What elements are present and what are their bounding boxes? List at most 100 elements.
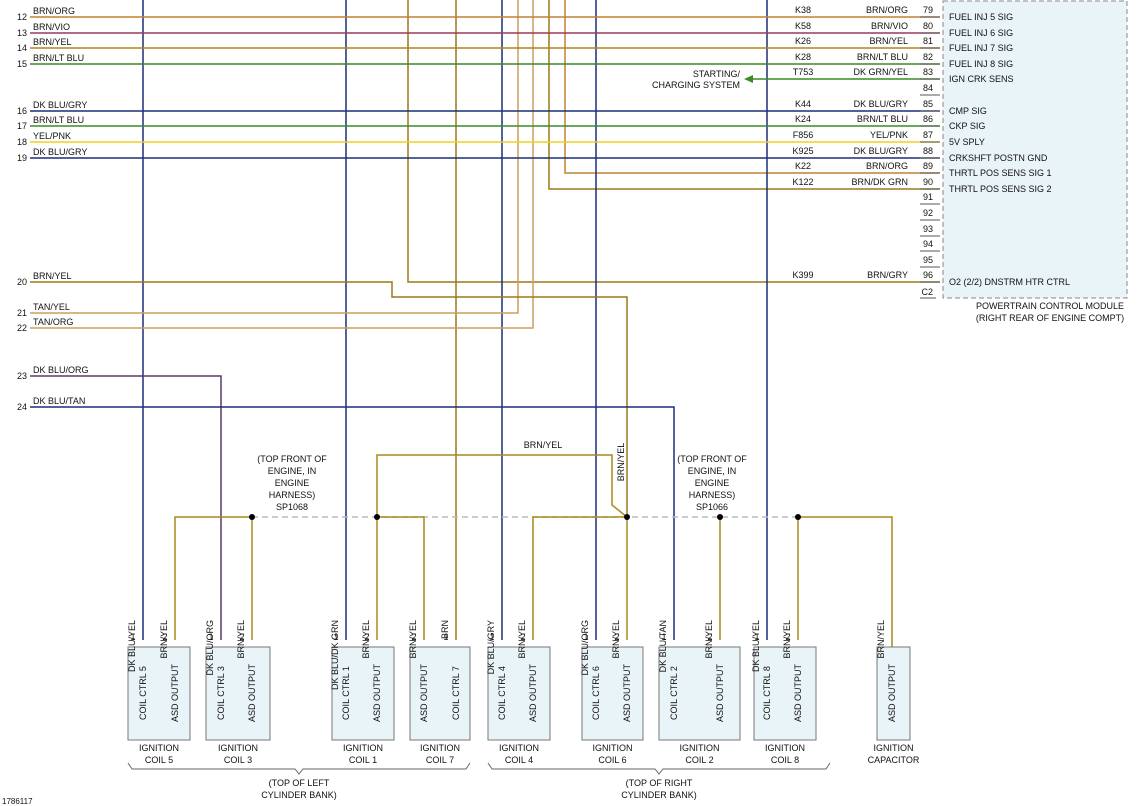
component-pin-label: COIL CTRL 2	[669, 666, 679, 720]
pin-number: 1	[583, 632, 588, 642]
component-pin-label: COIL CTRL 1	[341, 666, 351, 720]
splice-label: (TOP FRONT OF	[677, 454, 747, 464]
row-number: 24	[17, 402, 27, 412]
wire-label: BRN/YEL	[782, 620, 792, 659]
pin-function: FUEL INJ 8 SIG	[949, 59, 1013, 69]
component-box	[487, 646, 551, 741]
wire-label: DK BLU/TAN	[658, 620, 668, 672]
wire-label: BRN/VIO	[33, 22, 70, 32]
pin-number: 1	[754, 632, 759, 642]
pin-number: 91	[923, 192, 933, 202]
component-name: IGNITION	[680, 743, 720, 753]
splice-label: SP1066	[696, 502, 728, 512]
wire	[532, 516, 627, 640]
pin-function: THRTL POS SENS SIG 2	[949, 184, 1052, 194]
wire	[30, 0, 519, 314]
component-box	[753, 646, 817, 741]
component-name: COIL 8	[771, 755, 799, 765]
circuit: K399	[792, 270, 813, 280]
component-pin-label: ASD OUTPUT	[372, 664, 382, 723]
row-number: 21	[17, 308, 27, 318]
pin-number: 1	[333, 632, 338, 642]
wire	[376, 454, 628, 518]
component-name: COIL 6	[598, 755, 626, 765]
wire-label: BRN/LT BLU	[33, 115, 84, 125]
wire-label: DK BLU/GRY	[33, 100, 87, 110]
wire-label: BRN/YEL	[159, 620, 169, 659]
wire-color: BRN/ORG	[866, 161, 908, 171]
splice-dot	[717, 514, 723, 520]
pin-number: 2	[785, 632, 790, 642]
wire-color: BRN/VIO	[871, 21, 908, 31]
circuit: K44	[795, 99, 811, 109]
component-box	[409, 646, 471, 741]
circuit: K28	[795, 52, 811, 62]
row-number: 22	[17, 323, 27, 333]
splice-label: ENGINE	[275, 478, 310, 488]
pin-number: 2	[707, 632, 712, 642]
component-name: IGNITION	[139, 743, 179, 753]
pin-number: 84	[923, 83, 933, 93]
pin-number: 85	[923, 99, 933, 109]
pin-number: 94	[923, 239, 933, 249]
pin-number: 1	[443, 632, 448, 642]
starting-system-label: STARTING/	[693, 69, 741, 79]
circuit: K26	[795, 36, 811, 46]
pin-function: FUEL INJ 7 SIG	[949, 43, 1013, 53]
pin-function: IGN CRK SENS	[949, 74, 1014, 84]
pin-number: 80	[923, 21, 933, 31]
circuit: K22	[795, 161, 811, 171]
wire-label: TAN/ORG	[33, 317, 73, 327]
pin-number: 2	[239, 632, 244, 642]
component-pin-label: ASD OUTPUT	[793, 664, 803, 723]
splice-label: ENGINE	[695, 478, 730, 488]
wire-label: BRN/YEL	[616, 443, 626, 482]
row-number: 23	[17, 371, 27, 381]
pin-number: 1	[130, 632, 135, 642]
row-number: 16	[17, 106, 27, 116]
component-name: CAPACITOR	[868, 755, 920, 765]
component-name: COIL 7	[426, 755, 454, 765]
wire-label: DK BLU/GRY	[486, 620, 496, 674]
pin-number: 1	[208, 632, 213, 642]
wire-color: YEL/PNK	[870, 130, 908, 140]
wire-label: DK BLU/YEL	[751, 620, 761, 672]
component-name: IGNITION	[343, 743, 383, 753]
pin-number: 89	[923, 161, 933, 171]
row-number: 15	[17, 59, 27, 69]
pin-number: 82	[923, 52, 933, 62]
circuit: K38	[795, 5, 811, 15]
component-name: COIL 4	[505, 755, 533, 765]
pin-function: THRTL POS SENS SIG 1	[949, 168, 1052, 178]
circuit: K24	[795, 114, 811, 124]
pin-number: 92	[923, 208, 933, 218]
pcm-title: POWERTRAIN CONTROL MODULE	[976, 301, 1124, 311]
circuit: T753	[793, 67, 814, 77]
splice-label: HARNESS)	[689, 490, 736, 500]
component-box	[876, 646, 911, 741]
wire-label: BRN/YEL	[876, 620, 886, 659]
component-name: IGNITION	[765, 743, 805, 753]
wire	[798, 516, 893, 647]
component-box	[205, 646, 271, 741]
arrow	[744, 75, 753, 83]
component-pin-label: COIL CTRL 5	[138, 666, 148, 720]
pin-number: 2	[364, 632, 369, 642]
wire	[174, 516, 252, 640]
wire-label: YEL/PNK	[33, 131, 71, 141]
pcm-box	[942, 0, 1128, 299]
pin-number: 1	[489, 632, 494, 642]
component-pin-label: COIL CTRL 4	[497, 666, 507, 720]
component-pin-label: ASD OUTPUT	[622, 664, 632, 723]
wire-color: BRN/LT BLU	[857, 114, 908, 124]
pin-number: 79	[923, 5, 933, 15]
wire-label: DK BLU/GRY	[33, 147, 87, 157]
wire	[30, 375, 222, 640]
group-label: (TOP OF RIGHT	[626, 778, 693, 788]
wire-label: BRN/YEL	[408, 620, 418, 659]
component-name: IGNITION	[874, 743, 914, 753]
pin-number: 96	[923, 270, 933, 280]
wire-label: BRN/YEL	[236, 620, 246, 659]
